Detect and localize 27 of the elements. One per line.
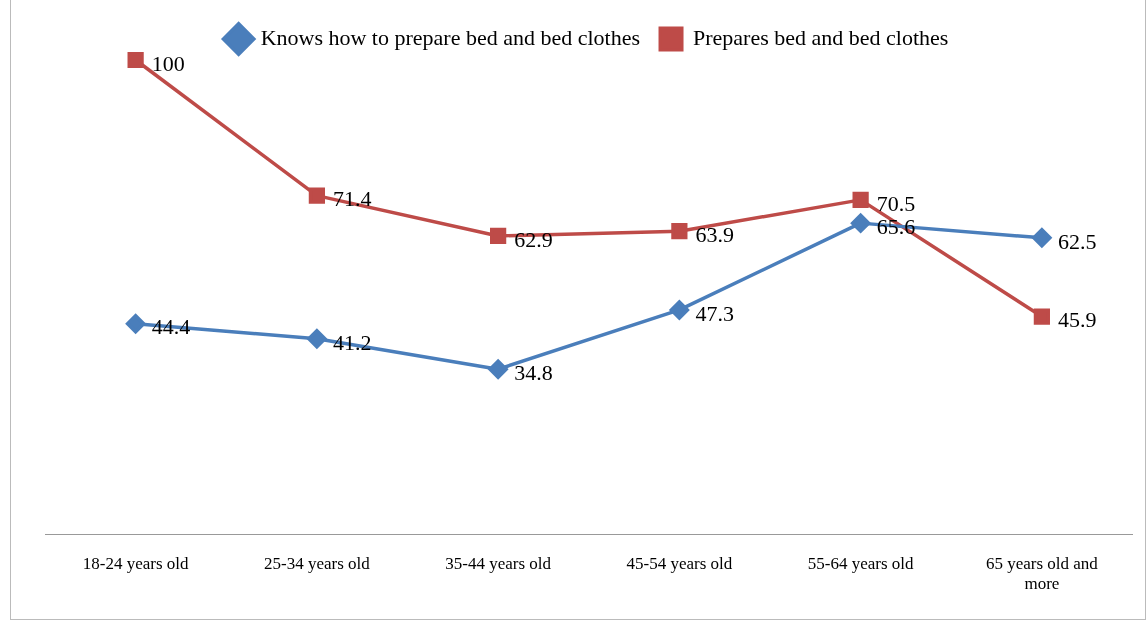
point — [850, 213, 871, 233]
data-label: 62.5 — [1057, 228, 1097, 254]
point — [669, 300, 690, 320]
data-label: 34.8 — [514, 359, 553, 385]
point — [307, 329, 327, 349]
data-label: 70.5 — [876, 190, 916, 216]
point — [852, 191, 869, 208]
point — [671, 223, 688, 240]
point — [308, 187, 325, 204]
data-label: 45.9 — [1057, 307, 1097, 333]
point — [125, 313, 146, 334]
x-tick-label: 25-34 years old — [263, 553, 371, 573]
point — [488, 359, 508, 379]
point — [127, 51, 144, 69]
legend-label: Knows how to prepare bed and bed clothes — [260, 24, 641, 50]
data-label: 100 — [151, 50, 185, 76]
x-tick-label: 55-64 years old — [807, 553, 914, 573]
point — [1033, 308, 1050, 325]
x-tick-label: 18-24 years old — [82, 553, 189, 573]
data-label: 47.3 — [695, 300, 734, 326]
point — [1032, 228, 1052, 248]
x-tick-label: 45-54 years old — [626, 553, 733, 573]
data-label: 63.9 — [695, 221, 734, 247]
x-tick-label: 35-44 years old — [445, 553, 552, 573]
legend-label: Prepares bed and bed clothes — [693, 24, 949, 50]
x-tick-label: 65 years old and more — [985, 553, 1099, 594]
point — [490, 227, 507, 245]
